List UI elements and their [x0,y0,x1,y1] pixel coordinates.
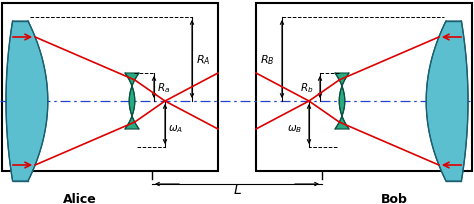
Polygon shape [335,74,349,129]
Polygon shape [426,22,468,181]
Text: $R_A$: $R_A$ [196,53,210,67]
Text: $R_a$: $R_a$ [157,81,170,94]
Polygon shape [125,74,139,129]
Text: $R_b$: $R_b$ [300,81,313,94]
Text: Alice: Alice [63,193,97,204]
Bar [256,4,472,171]
Polygon shape [6,22,48,181]
Text: $R_B$: $R_B$ [260,53,274,67]
Text: $L$: $L$ [233,182,241,196]
Text: $\omega_B$: $\omega_B$ [287,122,302,134]
Bar [2,4,218,171]
Text: $\omega_A$: $\omega_A$ [168,122,183,134]
Text: Bob: Bob [381,193,408,204]
